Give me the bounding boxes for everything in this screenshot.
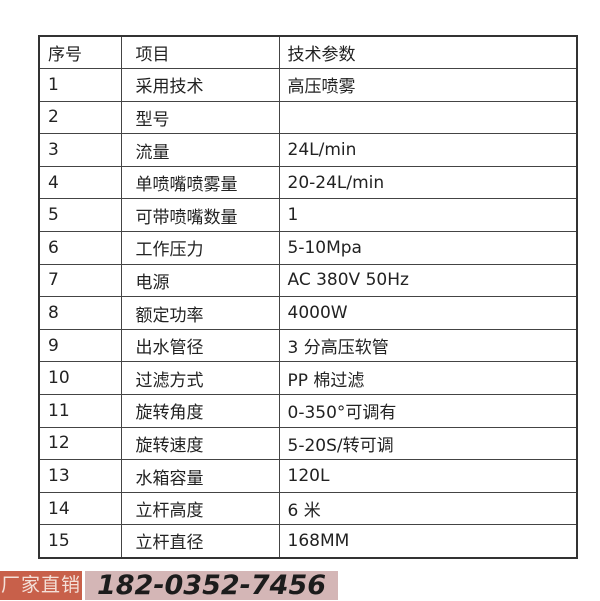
cell-item: 可带喷嘴数量 [120, 198, 280, 233]
cell-item: 采用技术 [120, 68, 280, 102]
table-row: 11 旋转角度 0-350°可调有 [38, 394, 578, 428]
cell-item: 过滤方式 [120, 361, 280, 396]
cell-item: 单喷嘴喷雾量 [120, 165, 280, 200]
cell-index: 8 [38, 296, 122, 330]
cell-item: 工作压力 [120, 231, 280, 265]
cell-item: 流量 [120, 133, 280, 167]
cell-index: 2 [38, 100, 122, 135]
header-item: 项目 [120, 35, 280, 70]
cell-item: 立杆高度 [120, 491, 280, 526]
table-row: 6 工作压力 5-10Mpa [38, 231, 578, 265]
phone-number: 182-0352-7456 [85, 571, 338, 600]
cell-item: 水箱容量 [120, 459, 280, 493]
cell-item: 旋转速度 [120, 426, 280, 461]
table-row: 13 水箱容量 120L [38, 459, 578, 493]
cell-spec [278, 100, 578, 135]
cell-index: 4 [38, 165, 122, 200]
table-row: 15 立杆直径 168MM [38, 524, 578, 558]
table-row: 1 采用技术 高压喷雾 [38, 68, 578, 102]
cell-index: 1 [38, 68, 122, 102]
cell-index: 11 [38, 394, 122, 428]
table-row: 14 立杆高度 6 米 [38, 491, 578, 526]
table-row: 12 旋转速度 5-20S/转可调 [38, 426, 578, 461]
cell-spec: 20-24L/min [278, 165, 578, 200]
table-row: 3 流量 24L/min [38, 133, 578, 167]
cell-spec: 0-350°可调有 [278, 394, 578, 428]
cell-index: 5 [38, 198, 122, 233]
cell-item: 立杆直径 [120, 524, 280, 558]
cell-spec: 168MM [278, 524, 578, 558]
table-row: 9 出水管径 3 分高压软管 [38, 328, 578, 363]
table-row: 2 型号 [38, 100, 578, 135]
cell-spec: 3 分高压软管 [278, 328, 578, 363]
table-header-row: 序号 项目 技术参数 [38, 35, 578, 70]
cell-item: 出水管径 [120, 328, 280, 363]
table-row: 4 单喷嘴喷雾量 20-24L/min [38, 165, 578, 200]
header-index: 序号 [38, 35, 122, 70]
cell-spec: 5-10Mpa [278, 231, 578, 265]
cell-index: 10 [38, 361, 122, 396]
spec-table: 序号 项目 技术参数 1 采用技术 高压喷雾 2 型号 3 流量 24L/min 4 单喷嘴喷雾量… [38, 35, 578, 559]
cell-spec: 6 米 [278, 491, 578, 526]
cell-index: 14 [38, 491, 122, 526]
cell-index: 3 [38, 133, 122, 167]
cell-index: 7 [38, 263, 122, 298]
direct-sale-label: 厂家直销 [0, 571, 82, 600]
cell-index: 6 [38, 231, 122, 265]
cell-spec: PP 棉过滤 [278, 361, 578, 396]
cell-spec: 5-20S/转可调 [278, 426, 578, 461]
cell-spec: 24L/min [278, 133, 578, 167]
table-row: 10 过滤方式 PP 棉过滤 [38, 361, 578, 396]
cell-item: 电源 [120, 263, 280, 298]
cell-index: 15 [38, 524, 122, 558]
cell-item: 旋转角度 [120, 394, 280, 428]
cell-spec: 120L [278, 459, 578, 493]
cell-item: 额定功率 [120, 296, 280, 330]
cell-index: 9 [38, 328, 122, 363]
cell-spec: 1 [278, 198, 578, 233]
table-row: 8 额定功率 4000W [38, 296, 578, 330]
table-row: 7 电源 AC 380V 50Hz [38, 263, 578, 298]
cell-spec: AC 380V 50Hz [278, 263, 578, 298]
cell-index: 12 [38, 426, 122, 461]
table-row: 5 可带喷嘴数量 1 [38, 198, 578, 233]
cell-index: 13 [38, 459, 122, 493]
header-spec: 技术参数 [278, 35, 578, 70]
cell-spec: 4000W [278, 296, 578, 330]
cell-spec: 高压喷雾 [278, 68, 578, 102]
cell-item: 型号 [120, 100, 280, 135]
